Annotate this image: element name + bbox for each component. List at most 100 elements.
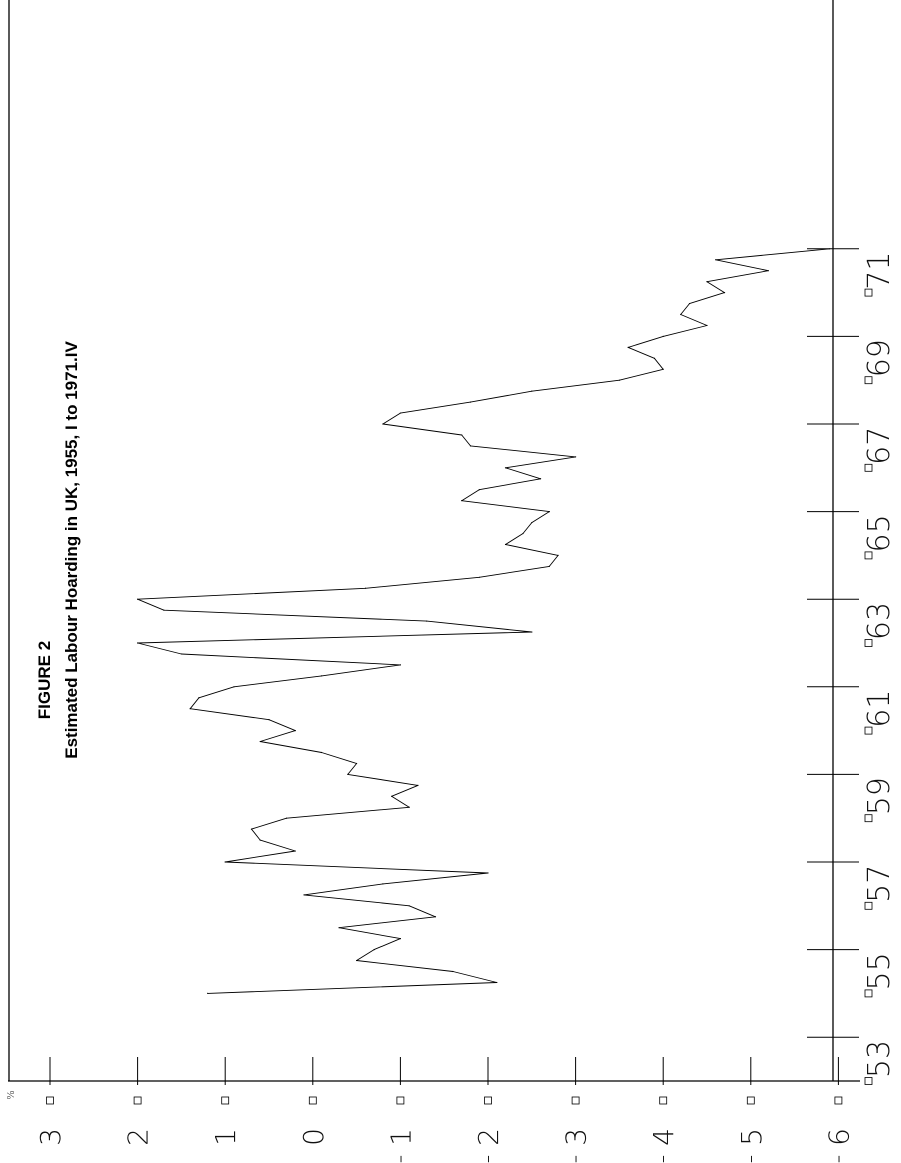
data-point bbox=[399, 664, 401, 666]
data-point bbox=[461, 500, 463, 502]
data-point bbox=[373, 949, 375, 951]
y-tick-label: 6 bbox=[822, 1128, 855, 1146]
data-point bbox=[320, 675, 323, 677]
data-point bbox=[680, 313, 682, 316]
data-point bbox=[268, 719, 270, 721]
chart-title: FIGURE 2 bbox=[35, 641, 54, 719]
data-point bbox=[320, 751, 323, 754]
x-tick-marker bbox=[864, 463, 873, 472]
data-point bbox=[653, 357, 656, 359]
data-point bbox=[531, 521, 533, 524]
data-point bbox=[347, 773, 349, 776]
chart-subtitle: Estimated Labour Hoarding in UK, 1955, I… bbox=[62, 341, 81, 759]
data-point bbox=[504, 543, 507, 546]
x-tick-label: 71 bbox=[862, 252, 897, 290]
y-tick-minus: - bbox=[648, 1155, 676, 1163]
y-tick-marker bbox=[746, 1096, 755, 1105]
data-point bbox=[399, 412, 401, 414]
data-point bbox=[198, 697, 200, 699]
data-point bbox=[662, 368, 664, 370]
data-point bbox=[469, 445, 472, 447]
y-tick-marker bbox=[308, 1096, 317, 1105]
y-tick-label: 3 bbox=[560, 1128, 593, 1146]
data-point bbox=[522, 532, 524, 535]
data-point bbox=[715, 259, 717, 261]
data-point bbox=[504, 467, 507, 469]
data-point bbox=[496, 981, 498, 984]
data-point bbox=[224, 861, 226, 863]
data-point bbox=[557, 554, 559, 557]
data-point bbox=[531, 631, 533, 633]
data-point bbox=[706, 324, 708, 327]
y-tick-minus: - bbox=[736, 1155, 764, 1163]
x-tick-marker bbox=[864, 726, 873, 735]
x-tick-label: 53 bbox=[862, 1040, 897, 1078]
data-point bbox=[426, 620, 428, 622]
data-point bbox=[364, 587, 366, 589]
x-tick-marker bbox=[864, 1077, 873, 1085]
data-point bbox=[294, 850, 296, 852]
data-point bbox=[461, 434, 463, 436]
data-point bbox=[829, 248, 831, 250]
y-tick-label: 0 bbox=[297, 1128, 330, 1146]
data-point bbox=[356, 959, 358, 962]
data-point bbox=[706, 281, 708, 283]
data-point bbox=[207, 992, 209, 995]
data-point bbox=[338, 927, 340, 929]
y-tick-minus: - bbox=[385, 1155, 413, 1163]
data-point bbox=[399, 938, 401, 940]
x-tick-marker bbox=[864, 639, 873, 647]
y-unit-label: % bbox=[6, 1090, 17, 1100]
data-point bbox=[469, 401, 472, 403]
data-point bbox=[233, 686, 235, 688]
x-tick-label: 65 bbox=[862, 514, 897, 552]
y-tick-marker bbox=[834, 1096, 843, 1105]
x-tick-label: 63 bbox=[862, 602, 897, 640]
data-point bbox=[382, 883, 384, 885]
y-tick-label: 2 bbox=[122, 1128, 155, 1146]
y-tick-marker bbox=[571, 1096, 580, 1105]
y-tick-marker bbox=[133, 1096, 142, 1105]
x-tick-label: 59 bbox=[862, 777, 897, 815]
data-point bbox=[688, 302, 691, 305]
data-point bbox=[250, 828, 253, 830]
x-tick-marker bbox=[864, 288, 873, 297]
x-tick-label: 55 bbox=[862, 952, 897, 990]
y-tick-marker bbox=[396, 1096, 405, 1105]
y-tick-label: 3 bbox=[34, 1128, 67, 1146]
data-point bbox=[163, 609, 165, 611]
data-point bbox=[487, 872, 489, 874]
data-point bbox=[180, 653, 182, 655]
data-point bbox=[408, 905, 410, 907]
chart-axes bbox=[8, 0, 860, 1082]
data-point bbox=[391, 795, 393, 797]
data-point bbox=[723, 292, 726, 294]
data-point bbox=[627, 346, 629, 348]
chart-ticks bbox=[46, 248, 873, 1105]
y-tick-label: 2 bbox=[472, 1128, 505, 1146]
data-point bbox=[259, 740, 261, 743]
data-point bbox=[356, 762, 358, 765]
x-tick-marker bbox=[864, 551, 873, 560]
chart-series bbox=[137, 248, 831, 995]
data-point bbox=[137, 598, 139, 600]
x-tick-marker bbox=[864, 376, 873, 385]
y-tick-label: 4 bbox=[647, 1128, 680, 1146]
chart-titles: FIGURE 2 Estimated Labour Hoarding in UK… bbox=[6, 341, 81, 1100]
x-tick-marker bbox=[864, 989, 873, 998]
x-tick-marker bbox=[864, 901, 873, 910]
data-point bbox=[189, 708, 191, 710]
data-point bbox=[478, 576, 480, 578]
data-point bbox=[531, 390, 533, 392]
y-tick-label: 1 bbox=[209, 1128, 242, 1146]
y-tick-minus: - bbox=[823, 1155, 851, 1163]
data-point bbox=[294, 730, 296, 732]
data-point bbox=[303, 894, 305, 896]
chart-tick-labels: 3 2 1 0 1 - 2 - 3 - 4 - 5 - 6 - 53 55 57 59 61 63 65 67 69 71 bbox=[34, 252, 897, 1163]
data-point bbox=[767, 270, 769, 272]
y-tick-minus: - bbox=[473, 1155, 501, 1163]
data-point bbox=[408, 806, 410, 808]
x-tick-label: 61 bbox=[862, 690, 897, 728]
data-point bbox=[382, 423, 384, 425]
data-point bbox=[618, 379, 621, 381]
